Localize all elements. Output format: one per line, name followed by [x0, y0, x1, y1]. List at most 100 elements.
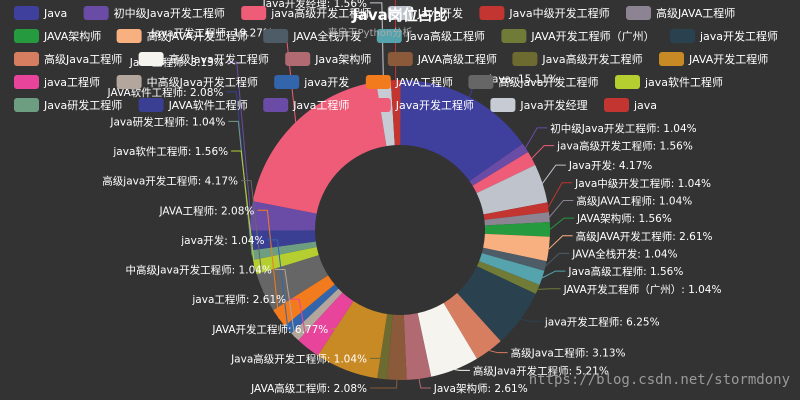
legend-item[interactable]: 高级Java开发工程师 [138, 52, 269, 66]
legend-swatch [138, 52, 164, 66]
label-leader-line [549, 199, 574, 218]
pie-slice[interactable] [403, 313, 432, 380]
pie-slice[interactable] [251, 241, 317, 260]
slice-label: 高级JAVA工程师: 1.04% [576, 194, 692, 207]
legend-item[interactable]: JAVA高级工程师 [387, 52, 497, 66]
legend-label: Java架构师 [314, 52, 371, 66]
legend-swatch [365, 75, 391, 89]
pie-slice[interactable] [484, 221, 550, 237]
legend-item[interactable]: java高级开发工程师 [241, 6, 371, 20]
legend-item[interactable]: 中高级Java开发工程师 [116, 75, 258, 89]
pie-slice[interactable] [376, 80, 395, 147]
legend-label: Java工程师 [292, 99, 349, 112]
legend-item[interactable]: Java高级工程师 [376, 29, 485, 43]
label-leader-line [394, 0, 397, 81]
pie-slice[interactable] [250, 230, 316, 251]
pie-slice[interactable] [476, 164, 548, 215]
legend-swatch [263, 29, 289, 43]
pie-slice[interactable] [400, 80, 523, 182]
legend-item[interactable]: Java开发经理 [490, 98, 588, 112]
legend-item[interactable]: 高级JAVA开发工程师 [116, 29, 248, 43]
legend-item[interactable]: JAVA开发工程师（广州） [501, 29, 655, 43]
legend-item[interactable]: 高级JAVA工程师 [626, 6, 735, 20]
pie-slice[interactable] [483, 202, 549, 220]
legend-swatch [670, 29, 695, 43]
legend-item[interactable]: Java开发工程师 [365, 98, 474, 112]
label-leader-line [549, 217, 574, 230]
label-leader-line [289, 298, 309, 349]
slice-label: 初中级Java开发工程师: 1.04% [550, 122, 696, 135]
slice-label: Java架构师: 2.61% [433, 382, 528, 395]
legend-item[interactable]: Java开发 [387, 6, 463, 20]
pie-slice[interactable] [469, 143, 529, 186]
legend-item[interactable]: Java研发工程师 [14, 98, 122, 112]
legend-swatch [615, 75, 640, 89]
legend-item[interactable]: java软件工程师 [615, 75, 723, 89]
label-leader-line [241, 180, 265, 293]
legend-swatch [14, 6, 39, 20]
legend-label: Java [43, 7, 67, 20]
pie-slice[interactable] [256, 255, 329, 311]
legend-label: java开发 [303, 75, 349, 89]
legend-item[interactable]: java开发工程师 [670, 29, 778, 43]
pie-slice[interactable] [253, 246, 319, 275]
legend-item[interactable]: JAVA开发工程师 [659, 52, 768, 66]
legend-item[interactable]: java [604, 98, 657, 112]
label-leader-line [331, 328, 347, 371]
legend-item[interactable]: 初中级Java开发工程师 [83, 6, 225, 20]
legend-swatch [604, 98, 629, 112]
pie-slice[interactable] [472, 152, 536, 194]
slice-label: JAVA软件工程师: 2.08% [107, 86, 224, 99]
label-leader-line [541, 270, 566, 279]
slice-label: Java高级开发工程师: 1.04% [230, 352, 367, 365]
legend-item[interactable]: Java中级开发工程师 [479, 6, 610, 20]
legend-item[interactable]: java开发 [274, 75, 349, 89]
pie-slice[interactable] [443, 292, 501, 359]
label-leader-line [267, 239, 289, 330]
legend-label: JAVA全栈开发 [292, 29, 361, 43]
pie-slice[interactable] [481, 247, 547, 271]
legend-swatch [387, 52, 413, 66]
pie-slice[interactable] [390, 79, 401, 146]
legend-item[interactable]: JAVA架构师 [14, 29, 101, 43]
label-leader-line [531, 145, 555, 159]
pie-slice[interactable] [252, 81, 387, 214]
pie-slice[interactable] [273, 275, 335, 327]
legend-item[interactable]: JAVA软件工程师 [138, 98, 248, 112]
legend-swatch [626, 6, 651, 20]
legend-item[interactable]: java工程师 [14, 75, 100, 89]
legend-swatch [365, 98, 391, 112]
slice-label: Java开发工程师: 19.27% [150, 27, 273, 40]
pie-slice[interactable] [483, 233, 550, 262]
legend-item[interactable]: 高级Java工程师 [14, 52, 122, 66]
legend-item[interactable]: Java高级开发工程师 [512, 52, 643, 66]
pie-slice[interactable] [250, 201, 317, 231]
legend-item[interactable]: JAVA全栈开发 [263, 29, 361, 43]
pie-slice[interactable] [317, 301, 388, 379]
legend[interactable]: Java 初中级Java开发工程师 java高级开发工程师 Java开发 Java中级开… [14, 6, 778, 112]
pie-slice[interactable] [476, 261, 540, 294]
legend-swatch [479, 6, 505, 20]
legend-item[interactable]: Java工程师 [263, 98, 349, 112]
legend-item[interactable]: Java架构师 [285, 52, 371, 66]
legend-label: 高级JAVA开发工程师 [147, 29, 248, 43]
legend-label: Java开发工程师 [395, 98, 474, 112]
pie-slice[interactable] [417, 302, 477, 377]
chart-title: Java岗位占比 [351, 6, 448, 24]
pie-slice[interactable] [298, 292, 354, 356]
pie-slice[interactable] [387, 314, 407, 381]
pie-slice[interactable] [479, 253, 545, 285]
pie-slice[interactable] [484, 212, 550, 226]
legend-label: Java研发工程师 [43, 98, 122, 112]
legend-label: JAVA软件工程师 [168, 98, 248, 112]
label-leader-line [545, 252, 570, 267]
pie-slice[interactable] [284, 284, 339, 334]
pie-slice[interactable] [457, 266, 536, 342]
legend-item[interactable]: 高级java开发工程师 [468, 75, 598, 89]
label-leader-line [542, 164, 566, 184]
legend-item[interactable]: Java [14, 6, 67, 20]
label-leader-line [370, 379, 398, 389]
legend-item[interactable]: JAVA工程师 [365, 75, 453, 89]
legend-swatch [14, 52, 39, 66]
label-leader-line [226, 61, 252, 216]
